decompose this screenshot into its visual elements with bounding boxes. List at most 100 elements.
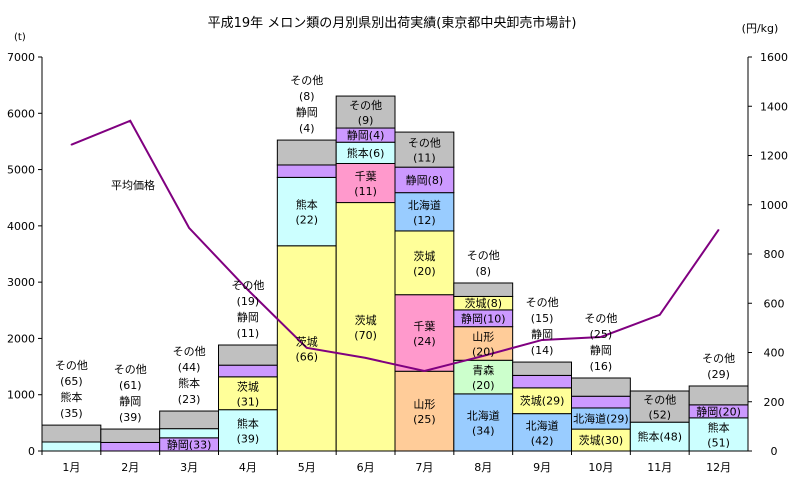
y-tick-label: 5000 (7, 164, 35, 177)
bar-segment (41, 441, 102, 452)
segment-label: 青森 (472, 363, 494, 377)
segment-label: その他 (173, 345, 206, 358)
segment-label: 茨城 (355, 313, 377, 327)
x-tick-label: 1月 (62, 461, 80, 474)
bar-segment (276, 176, 337, 247)
y2-tick-label: 800 (764, 248, 785, 261)
segment-label: その他 (526, 296, 559, 309)
price-point (305, 347, 308, 349)
y2-tick-label: 1000 (760, 199, 788, 212)
segment-share: (22) (295, 214, 318, 227)
segment-label: 静岡(33) (167, 437, 212, 451)
segment-label: 茨城 (413, 249, 435, 263)
y2-tick-label: 1200 (760, 150, 788, 163)
segment-label: 千葉 (355, 169, 377, 183)
segment-label: 山形 (413, 398, 435, 411)
segment-label: 静岡(8) (406, 173, 444, 187)
x-tick-label: 6月 (357, 461, 375, 474)
y-tick-label: 2000 (7, 332, 35, 345)
segment-label: その他 (408, 137, 441, 150)
y2-axis-unit: (円/kg) (742, 22, 779, 35)
segment-share: (44) (178, 361, 201, 374)
segment-share: (20) (472, 379, 495, 392)
segment-label: その他 (643, 394, 676, 407)
segment-label: 北海道 (526, 418, 559, 432)
segment-share: (12) (413, 214, 436, 227)
segment-label: 熊本(48) (637, 430, 682, 444)
bar-segment (218, 409, 278, 452)
bar-segment (571, 395, 631, 409)
segment-label: 静岡 (531, 327, 553, 341)
segment-label: 熊本 (296, 198, 318, 212)
price-point (423, 370, 426, 372)
y2-tick-label: 1400 (760, 100, 788, 113)
segment-label: その他 (702, 352, 735, 365)
segment-label: 北海道 (408, 198, 441, 212)
segment-label: その他 (349, 99, 382, 112)
bar-segment (453, 359, 514, 395)
price-point (658, 314, 661, 316)
bar-segment (688, 385, 749, 406)
bar-segment (629, 390, 690, 423)
segment-share: (11) (354, 185, 377, 198)
bar-segment (276, 164, 337, 178)
segment-share: (35) (60, 407, 83, 420)
segment-share: (34) (472, 424, 495, 437)
bar-segment (218, 364, 278, 378)
segment-share: (11) (237, 327, 260, 340)
segment-share: (70) (354, 329, 377, 342)
segment-label: 茨城 (237, 379, 259, 393)
segment-label: 千葉 (413, 319, 435, 333)
price-point (247, 289, 249, 291)
segment-label: 静岡 (590, 343, 612, 357)
bar-segment (453, 282, 514, 297)
segment-label: その他 (55, 359, 88, 372)
x-tick-label: 7月 (415, 461, 433, 474)
bar-segment (276, 139, 337, 166)
bar-segment (100, 441, 161, 452)
segment-label: 茨城(30) (579, 433, 624, 447)
y2-tick-label: 1600 (760, 51, 788, 64)
segment-label: 静岡 (119, 394, 141, 408)
segment-share: (20) (413, 265, 436, 278)
segment-share: (25) (413, 413, 436, 426)
segment-label: 静岡(10) (461, 311, 506, 325)
bar-segment (394, 294, 455, 372)
segment-share: (61) (119, 379, 142, 392)
segment-share: (65) (60, 375, 83, 388)
segment-label: 茨城(29) (520, 394, 565, 408)
segment-label: 熊本 (178, 376, 200, 390)
price-point (129, 119, 132, 122)
bar-segment (394, 370, 455, 452)
segment-share: (52) (648, 409, 671, 422)
segment-share: (66) (295, 350, 318, 363)
price-line (71, 119, 720, 372)
segment-label: 静岡 (237, 310, 259, 324)
chart-title: 平成19年 メロン類の月別県別出荷実績(東京都中央卸売市場計) (208, 15, 577, 31)
price-point (482, 355, 485, 357)
segment-label: 熊本 (708, 420, 730, 434)
x-tick-label: 3月 (180, 461, 198, 474)
price-point (70, 143, 73, 146)
segment-share: (11) (413, 152, 436, 165)
segment-label: その他 (290, 74, 323, 87)
y-tick-label: 6000 (7, 107, 35, 120)
segment-share: (4) (299, 122, 315, 135)
segment-label: 静岡 (296, 105, 318, 119)
segment-label: 静岡(4) (347, 128, 385, 142)
bar-segment (512, 413, 573, 452)
segment-share: (9) (358, 114, 374, 127)
x-tick-label: 5月 (298, 461, 316, 474)
segment-label: 山形 (472, 330, 494, 343)
price-point (600, 336, 602, 338)
y-tick-label: 7000 (7, 51, 35, 64)
bar-segment (453, 326, 514, 361)
segment-share: (14) (531, 344, 554, 357)
segment-share: (42) (531, 434, 554, 447)
segment-label: その他 (231, 279, 264, 292)
y2-tick-label: 400 (764, 347, 785, 360)
bar-segment (159, 410, 220, 430)
segment-label: 茨城(8) (464, 296, 502, 310)
x-tick-label: 4月 (239, 461, 257, 474)
